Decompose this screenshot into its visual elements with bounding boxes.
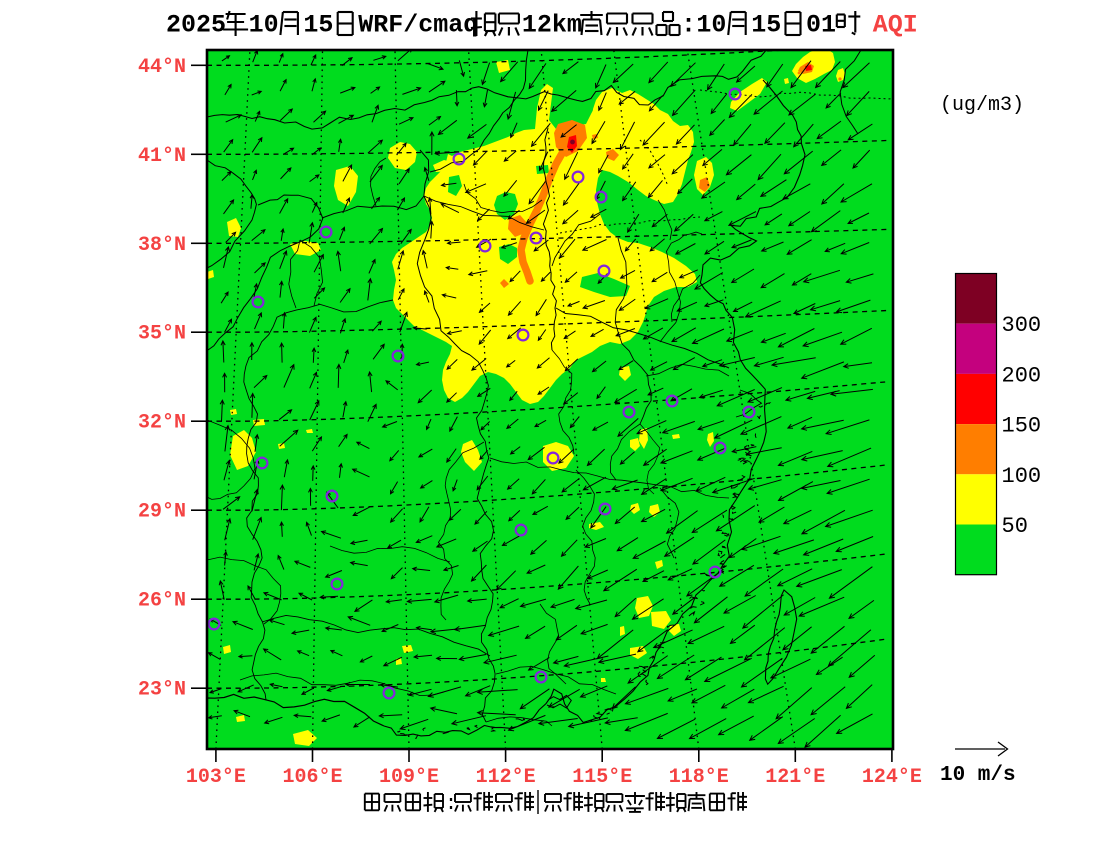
svg-text::: : <box>445 793 457 816</box>
svg-text:112°E: 112°E <box>476 766 536 789</box>
svg-text:106°E: 106°E <box>282 766 342 789</box>
svg-text:32°N: 32°N <box>138 412 186 435</box>
svg-text:44°N: 44°N <box>138 56 186 79</box>
svg-text:29°N: 29°N <box>138 501 186 524</box>
svg-text:10: 10 <box>696 11 726 40</box>
svg-text:23°N: 23°N <box>138 679 186 702</box>
svg-text:AQI: AQI <box>873 11 918 40</box>
svg-text:115°E: 115°E <box>572 766 632 789</box>
svg-text:12km: 12km <box>522 11 582 40</box>
svg-text:26°N: 26°N <box>138 590 186 613</box>
svg-text::: : <box>681 11 696 40</box>
svg-text:15: 15 <box>303 11 333 40</box>
svg-text:121°E: 121°E <box>765 766 825 789</box>
svg-text:300: 300 <box>1002 313 1042 338</box>
svg-text:150: 150 <box>1002 414 1042 439</box>
svg-text:(ug/m3): (ug/m3) <box>940 94 1024 117</box>
svg-text:118°E: 118°E <box>669 766 729 789</box>
svg-text:200: 200 <box>1002 363 1042 388</box>
svg-text:10 m/s: 10 m/s <box>940 764 1016 787</box>
svg-text:01: 01 <box>806 11 836 40</box>
svg-text:100: 100 <box>1002 464 1042 489</box>
svg-text:38°N: 38°N <box>138 234 186 257</box>
svg-text:124°E: 124°E <box>862 766 922 789</box>
svg-text:10: 10 <box>249 11 279 40</box>
svg-text:WRF/cmaq: WRF/cmaq <box>358 11 478 40</box>
svg-text:103°E: 103°E <box>186 766 246 789</box>
svg-text:50: 50 <box>1002 514 1028 539</box>
svg-text:15: 15 <box>751 11 781 40</box>
svg-text:41°N: 41°N <box>138 145 186 168</box>
svg-text:2025: 2025 <box>166 11 226 40</box>
svg-text:109°E: 109°E <box>379 766 439 789</box>
svg-text:35°N: 35°N <box>138 323 186 346</box>
